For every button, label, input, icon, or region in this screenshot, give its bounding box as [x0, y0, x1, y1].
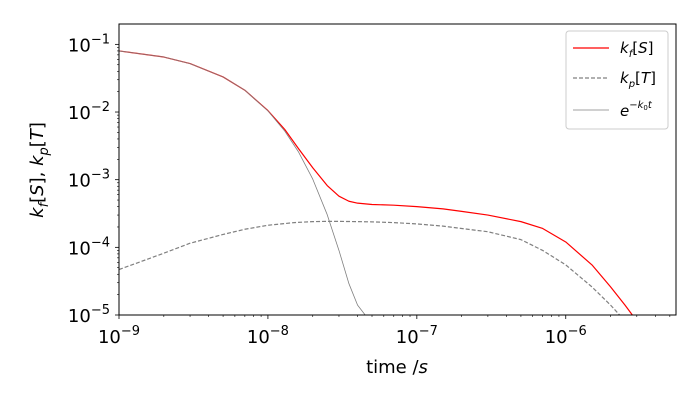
- x-tick-label-2: 10−7: [396, 324, 438, 348]
- legend-label-kpT: kp[T]: [620, 69, 656, 90]
- x-tick-label-1: 10−8: [247, 324, 289, 348]
- y-axis-label: kf[S], kp[T]: [27, 122, 52, 218]
- x-tick-label-0: 10−9: [98, 324, 140, 348]
- x-axis-label: time /s: [366, 357, 428, 378]
- legend-box: [565, 30, 669, 130]
- plot-frame: [118, 23, 677, 316]
- series-line-1: [119, 220, 621, 315]
- legend-label-kfS: kf[S]: [620, 39, 653, 60]
- y-tick-label-3: 10−2: [68, 100, 110, 124]
- y-ticks: 10−5 10−4 10−3 10−2 10−1: [68, 32, 119, 327]
- y-tick-label-1: 10−4: [68, 235, 110, 259]
- x-ticks: 10−9 10−8 10−7 10−6: [98, 315, 671, 348]
- y-tick-label-2: 10−3: [68, 168, 110, 192]
- y-tick-label-4: 10−1: [68, 32, 110, 56]
- series-layer: [119, 50, 633, 315]
- legend-label-exp: e−k0t: [620, 100, 653, 120]
- series-line-2: [119, 50, 366, 315]
- y-tick-label-0: 10−5: [68, 303, 110, 327]
- series-line-0: [119, 50, 633, 315]
- x-tick-label-3: 10−6: [545, 324, 587, 348]
- legend: kf[S] kp[T] e−k0t: [565, 30, 669, 130]
